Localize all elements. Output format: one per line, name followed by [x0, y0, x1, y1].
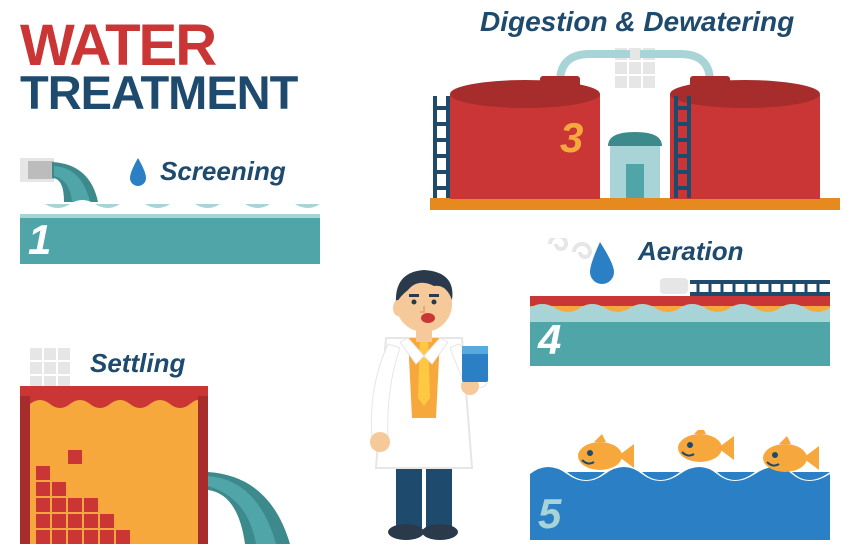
title-line-1: WATER — [20, 20, 297, 72]
screening-number: 1 — [28, 216, 51, 264]
screening-label: Screening — [160, 156, 286, 187]
digestion-number: 3 — [560, 114, 583, 162]
settling-number: 2 — [160, 486, 187, 541]
release-graphic — [530, 430, 830, 540]
settling-label: Settling — [90, 348, 185, 379]
stage-release: 5 — [530, 430, 830, 540]
grid-decoration-icon — [30, 348, 70, 388]
title-line-2: TREATMENT — [20, 72, 297, 114]
scientist-illustration — [338, 248, 508, 538]
aeration-label: Aeration — [638, 236, 743, 267]
main-title: WATER TREATMENT — [20, 20, 297, 114]
aeration-number: 4 — [538, 316, 561, 364]
digestion-graphic — [430, 46, 840, 216]
stage-aeration: Aeration 4 — [530, 238, 830, 368]
digestion-label: Digestion & Dewatering — [480, 6, 794, 38]
stage-screening: Screening 1 — [20, 158, 330, 268]
release-number: 5 — [538, 490, 561, 538]
settling-graphic — [20, 386, 360, 556]
